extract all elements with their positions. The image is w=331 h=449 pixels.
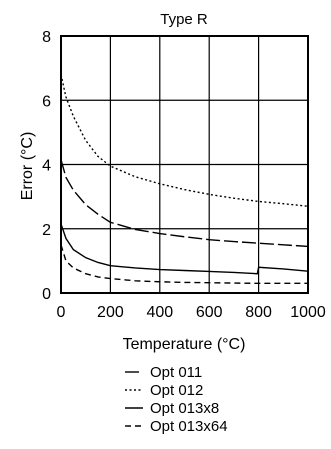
legend-label: Opt 011 [150, 364, 202, 381]
y-tick-label: 8 [42, 29, 51, 46]
series-line-opt-011 [60, 159, 309, 248]
x-tick-label: 1000 [290, 304, 326, 321]
legend-label: Opt 013x8 [150, 400, 219, 417]
x-tick-label: 600 [196, 304, 223, 321]
x-tick-labels: 0 200 400 600 800 1000 [57, 304, 326, 321]
x-axis-label: Temperature (°C) [123, 336, 246, 353]
legend-label: Opt 012 [150, 382, 203, 399]
y-tick-label: 0 [42, 286, 51, 303]
chart-title: Type R [160, 11, 208, 28]
x-tick-label: 0 [57, 304, 66, 321]
series-line-opt-012 [60, 74, 309, 207]
y-axis-label: Error (°C) [19, 132, 36, 201]
x-tick-label: 800 [245, 304, 272, 321]
y-tick-label: 2 [42, 222, 51, 239]
series-group [60, 74, 309, 285]
series-line-opt-013x8 [60, 223, 309, 275]
x-tick-label: 200 [97, 304, 124, 321]
series-line-opt-013x64 [60, 244, 308, 285]
legend-label: Opt 013x64 [150, 418, 228, 435]
y-tick-labels: 0 2 4 6 8 [42, 29, 51, 303]
x-tick-label: 400 [146, 304, 173, 321]
grid [60, 35, 309, 294]
y-tick-label: 4 [42, 158, 51, 175]
plot-frame [60, 35, 309, 294]
y-tick-label: 6 [42, 93, 51, 110]
